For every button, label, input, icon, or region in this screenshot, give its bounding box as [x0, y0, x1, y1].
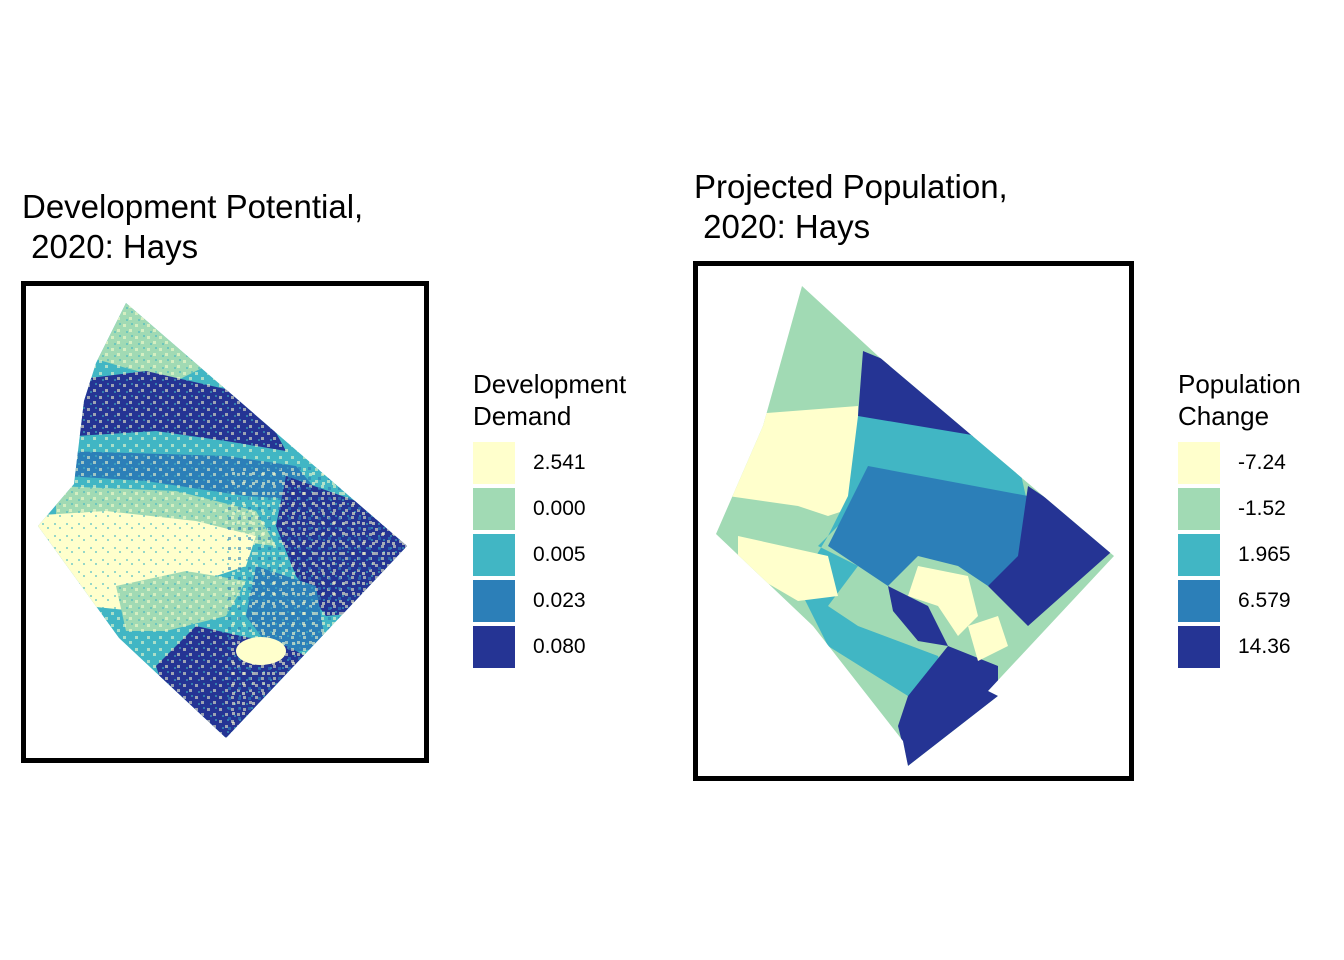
legend-label: 0.005 [533, 543, 586, 566]
legend-entry: -7.24 [1178, 440, 1301, 486]
legend-entry: 2.541 [473, 440, 626, 486]
legend-swatch [473, 488, 515, 530]
legend-swatch [1178, 534, 1220, 576]
legend-title: Development Demand [473, 369, 627, 431]
legend-label: 0.023 [533, 589, 586, 612]
legend-label: 1.965 [1238, 543, 1291, 566]
development-potential-map [21, 281, 429, 763]
legend-label: 14.36 [1238, 635, 1291, 658]
legend-label: -1.52 [1238, 497, 1286, 520]
legend-entry: 0.080 [473, 624, 626, 670]
legend-title: Population Change [1178, 369, 1301, 431]
projected-population-raster [716, 286, 1114, 766]
legend-entry: 0.005 [473, 532, 626, 578]
legend-swatch [1178, 442, 1220, 484]
projected-population-map [693, 261, 1134, 781]
legend-label: 0.000 [533, 497, 586, 520]
development-demand-legend: Development Demand 2.541 0.000 0.005 0.0… [473, 368, 626, 670]
legend-entry: 0.000 [473, 486, 626, 532]
projected-population-title: Projected Population, 2020: Hays [694, 168, 1008, 245]
legend-entry: 6.579 [1178, 578, 1301, 624]
legend-swatch [1178, 580, 1220, 622]
legend-swatch [473, 442, 515, 484]
legend-entry: 1.965 [1178, 532, 1301, 578]
development-potential-raster [38, 303, 407, 738]
legend-swatch [1178, 626, 1220, 668]
legend-entry: 0.023 [473, 578, 626, 624]
development-potential-title: Development Potential, 2020: Hays [22, 188, 364, 265]
legend-entry: -1.52 [1178, 486, 1301, 532]
legend-swatch [473, 534, 515, 576]
legend-label: 0.080 [533, 635, 586, 658]
legend-label: 6.579 [1238, 589, 1291, 612]
legend-label: -7.24 [1238, 451, 1286, 474]
legend-swatch [473, 580, 515, 622]
population-change-legend: Population Change -7.24 -1.52 1.965 6.57… [1178, 368, 1301, 670]
legend-entry: 14.36 [1178, 624, 1301, 670]
legend-swatch [1178, 488, 1220, 530]
legend-swatch [473, 626, 515, 668]
legend-label: 2.541 [533, 451, 586, 474]
